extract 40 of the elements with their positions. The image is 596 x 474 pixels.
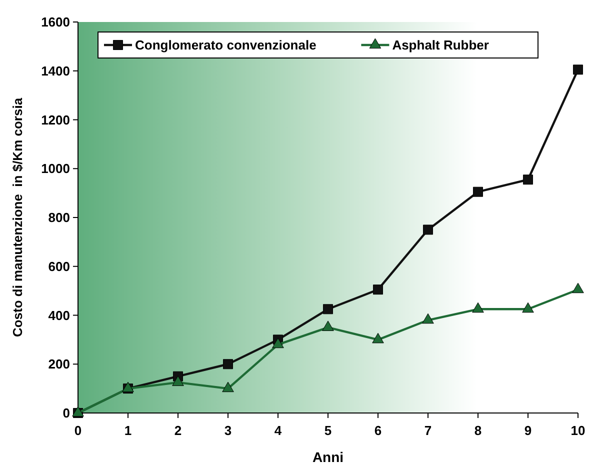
point [472, 302, 484, 313]
y-tick-label: 1000 [41, 161, 70, 176]
legend-label: Conglomerato convenzionale [135, 38, 316, 53]
point [223, 359, 233, 370]
x-tick-label: 10 [570, 423, 586, 438]
y-tick-label: 0 [62, 406, 70, 421]
point [422, 313, 434, 324]
point [473, 186, 483, 197]
point [272, 338, 284, 348]
point [572, 282, 584, 294]
point [372, 332, 384, 344]
x-tick-label: 5 [324, 423, 332, 438]
x-axis-title: Anni [312, 449, 344, 465]
point [522, 302, 534, 313]
point [373, 284, 383, 295]
y-tick-label: 600 [48, 258, 70, 274]
point [172, 376, 184, 386]
x-tick-label: 0 [74, 423, 82, 438]
x-tick-label: 4 [274, 423, 282, 438]
point [523, 174, 533, 185]
y-tick-label: 1400 [41, 63, 70, 78]
y-tick-label: 1600 [41, 14, 70, 30]
x-tick-label: 3 [224, 423, 232, 438]
point [423, 224, 433, 235]
x-tick-label: 8 [474, 423, 482, 438]
y-tick-label: 400 [48, 308, 70, 323]
x-tick-label: 7 [424, 423, 432, 438]
point [573, 64, 583, 75]
x-tick-label: 6 [374, 423, 382, 438]
x-tick-label: 1 [124, 423, 132, 438]
point [323, 304, 333, 314]
y-tick-label: 200 [48, 356, 70, 372]
legend-label: Asphalt Rubber [392, 38, 489, 53]
y-axis-title: Costo di manutenzione in $/Km corsia [10, 97, 25, 338]
point [322, 320, 334, 331]
y-tick-label: 800 [48, 210, 70, 226]
x-tick-label: 2 [174, 423, 182, 438]
point [222, 382, 234, 392]
x-tick-label: 9 [524, 423, 532, 438]
y-tick-label: 1200 [41, 112, 70, 128]
